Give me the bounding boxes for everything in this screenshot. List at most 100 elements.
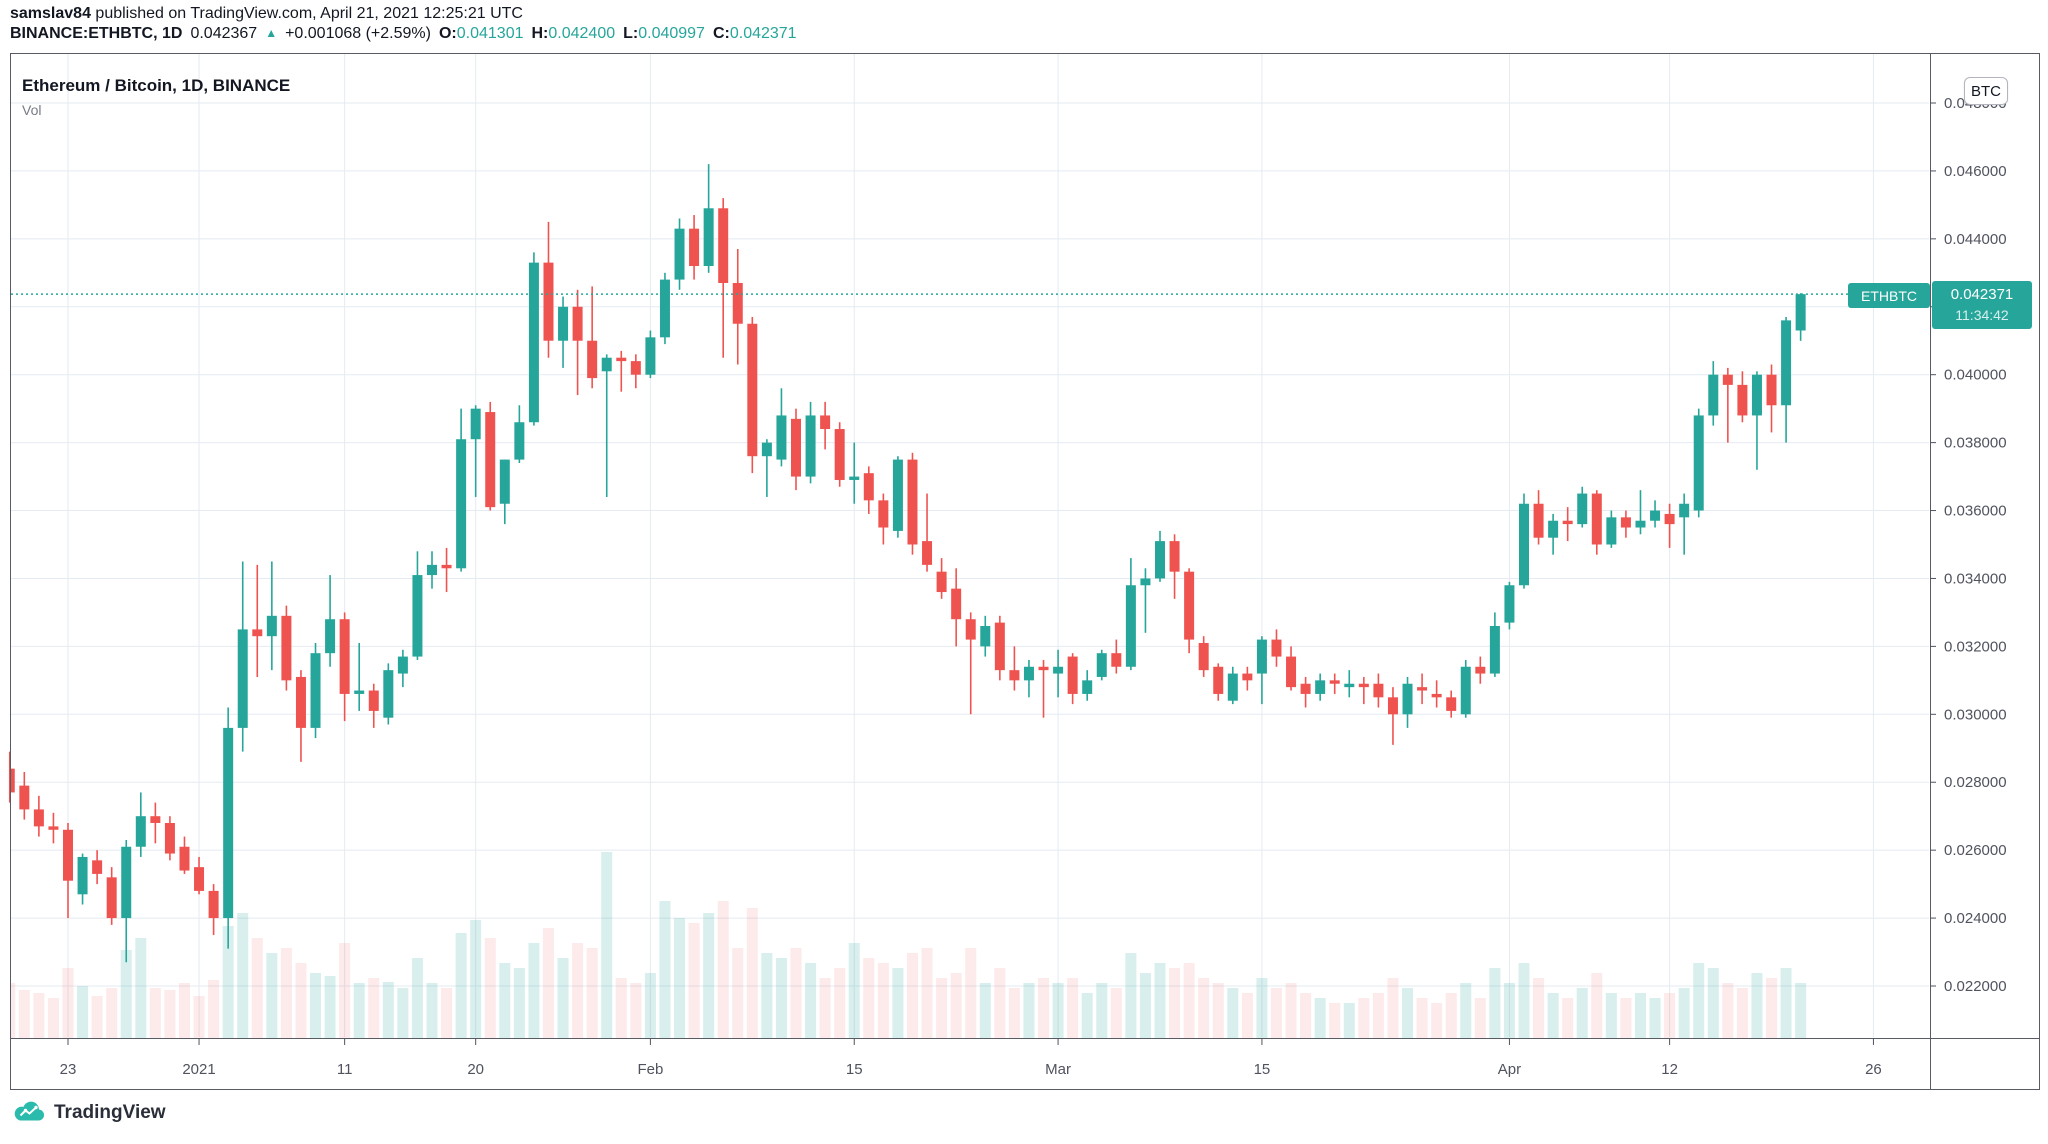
volume-bar [528, 943, 540, 1038]
volume-bar [921, 948, 933, 1038]
time-tick-label: 2021 [182, 1061, 215, 1078]
candle-body [1373, 683, 1384, 698]
candle-body [208, 890, 219, 919]
open-pair: O:0.041301 [438, 25, 524, 42]
volume-bar [542, 928, 554, 1038]
candle-body [747, 323, 758, 457]
volume-bar [1285, 983, 1297, 1038]
candle-body [1489, 626, 1500, 674]
volume-bar [1605, 993, 1617, 1038]
volume-bar [1227, 988, 1239, 1038]
price-tick-label: 0.024000 [1944, 910, 2007, 927]
candle-body [849, 476, 860, 480]
candle-body [33, 809, 44, 827]
candle-body [732, 282, 743, 324]
volume-bar [484, 938, 496, 1038]
tradingview-logo[interactable]: TradingView [12, 1100, 166, 1126]
volume-bar [1038, 978, 1050, 1038]
volume-bar [1329, 1003, 1341, 1038]
volume-bar [33, 993, 45, 1038]
volume-bar [1591, 973, 1603, 1038]
candle-body [1635, 520, 1646, 528]
volume-bar [1023, 983, 1035, 1038]
volume-bar [630, 983, 642, 1038]
volume-bar [979, 983, 991, 1038]
volume-bar [1270, 988, 1282, 1038]
price-tick-label: 0.028000 [1944, 774, 2007, 791]
volume-bar [1460, 983, 1472, 1038]
time-tick-label: 20 [467, 1061, 484, 1078]
volume-bar [411, 958, 423, 1038]
candle-body [135, 816, 146, 847]
volume-bar [1372, 993, 1384, 1038]
candle-body [77, 856, 88, 895]
candle-body [1213, 666, 1224, 694]
volume-bar [936, 978, 948, 1038]
candle-body [630, 361, 641, 375]
price-tick-label: 0.034000 [1944, 570, 2007, 587]
volume-bar [426, 983, 438, 1038]
candle-body [922, 541, 933, 565]
volume-bar [1795, 983, 1807, 1038]
volume-bar [178, 983, 190, 1038]
candle-body [412, 575, 423, 657]
volume-bar [688, 923, 700, 1038]
candle-body [1431, 693, 1442, 698]
volume-bar [266, 953, 278, 1038]
volume-bar [848, 943, 860, 1038]
volume-bar [193, 996, 205, 1038]
candle-body [878, 500, 889, 528]
candle-body [543, 262, 554, 341]
candle-body [1184, 571, 1195, 640]
volume-bar [1664, 993, 1676, 1038]
volume-bar [1314, 998, 1326, 1038]
volume-bar [1766, 978, 1778, 1038]
volume-bar [1416, 998, 1428, 1038]
chart-legend-title: Ethereum / Bitcoin, 1D, BINANCE [22, 76, 291, 95]
candle-body [659, 279, 670, 338]
candle-body [1751, 374, 1762, 416]
volume-bar [18, 990, 30, 1038]
candle-body [892, 459, 903, 531]
symbol-ohlc-row: BINANCE:ETHBTC, 1D 0.042367 ▲ +0.001068 … [10, 25, 797, 43]
volume-bar [761, 953, 773, 1038]
low-pair: L:0.040997 [623, 25, 705, 42]
volume-bar [1431, 1003, 1443, 1038]
volume-bar [1300, 993, 1312, 1038]
candle-body [1766, 374, 1777, 406]
candle-body [1606, 517, 1617, 545]
candle-body [1562, 520, 1573, 525]
candle-body [354, 690, 365, 694]
volume-bar [368, 978, 380, 1038]
time-tick-label: 11 [337, 1061, 353, 1078]
volume-bar [295, 963, 307, 1038]
volume-bar [1067, 978, 1079, 1038]
candle-body [1722, 374, 1733, 385]
time-tick-label: Apr [1498, 1061, 1521, 1078]
candle-body [674, 228, 685, 280]
volume-bar [1474, 998, 1486, 1038]
candle-body [164, 822, 175, 854]
candle-body [1781, 320, 1792, 406]
candle-body [601, 357, 612, 372]
volume-bar [222, 926, 234, 1038]
candle-body [1023, 666, 1034, 681]
candle-body [339, 619, 350, 694]
bar-countdown: 11:34:42 [1955, 307, 2009, 323]
volume-bar [1343, 1003, 1355, 1038]
candle-body [1300, 683, 1311, 694]
volume-bar [805, 963, 817, 1038]
price-tick-label: 0.040000 [1944, 367, 2007, 384]
volume-bar [1110, 988, 1122, 1038]
candle-body [572, 306, 583, 341]
time-tick-label: 26 [1865, 1061, 1882, 1078]
candle-body [791, 418, 801, 477]
candle-body [1519, 503, 1529, 586]
volume-bar [965, 948, 977, 1038]
time-tick-label: Mar [1045, 1061, 1071, 1078]
candle-body [237, 629, 248, 728]
volume-bar [1678, 988, 1690, 1038]
volume-bar [892, 968, 904, 1038]
volume-bar [1780, 968, 1792, 1038]
